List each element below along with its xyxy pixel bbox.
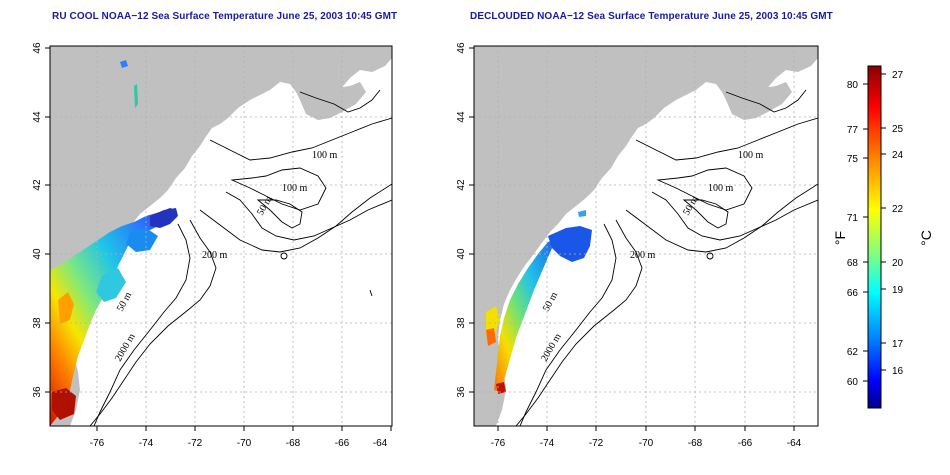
y-tick-label: 40 bbox=[456, 248, 467, 260]
celsius-tick-label: 17 bbox=[892, 339, 904, 350]
x-tick-label: -74 bbox=[139, 438, 154, 449]
y-tick-label: 38 bbox=[456, 317, 467, 329]
x-tick-label: -64 bbox=[373, 438, 388, 449]
x-axis: -76 -74 -72 -70 -68 -66 -64 bbox=[90, 426, 392, 449]
x-tick-label: -70 bbox=[639, 438, 654, 449]
land-mass bbox=[50, 46, 392, 426]
fahrenheit-unit-label: °F bbox=[832, 231, 848, 245]
sst-patch bbox=[58, 292, 74, 324]
contour-label: 200 m bbox=[202, 250, 228, 261]
celsius-tick-label: 24 bbox=[892, 150, 904, 161]
contour-label: 100 m bbox=[312, 150, 338, 161]
contour-label: 100 m bbox=[738, 150, 764, 161]
x-tick-label: -74 bbox=[540, 438, 555, 449]
fahrenheit-tick-label: 80 bbox=[847, 80, 859, 91]
fahrenheit-tick-label: 66 bbox=[847, 288, 859, 299]
contour-label: 200 m bbox=[630, 250, 656, 261]
celsius-tick-label: 20 bbox=[892, 258, 904, 269]
bathymetry-contours bbox=[89, 89, 392, 426]
sst-patch bbox=[486, 306, 500, 336]
grid-lines bbox=[474, 46, 818, 426]
x-tick-label: -66 bbox=[335, 438, 350, 449]
plot-frame bbox=[49, 45, 393, 427]
grid-lines bbox=[50, 46, 392, 426]
x-tick-label: -68 bbox=[286, 438, 301, 449]
x-tick-label: -66 bbox=[738, 438, 753, 449]
sst-speck bbox=[578, 210, 586, 217]
fahrenheit-tick-label: 75 bbox=[847, 154, 859, 165]
temperature-colorbar: 80 77 75 71 68 66 62 60 27 25 24 22 20 1… bbox=[832, 65, 934, 409]
sst-coverage bbox=[494, 238, 560, 392]
fahrenheit-tick-label: 62 bbox=[847, 347, 859, 358]
sst-patch bbox=[96, 268, 126, 302]
bathymetry-contours bbox=[515, 89, 818, 426]
y-tick-label: 36 bbox=[32, 386, 43, 398]
y-tick-label: 42 bbox=[456, 179, 467, 191]
y-tick-label: 44 bbox=[32, 111, 43, 123]
left-map-panel: 100 m 100 m 50 m 200 m 50 m 2000 m -76 -… bbox=[32, 42, 393, 449]
y-tick-label: 42 bbox=[32, 179, 43, 191]
x-tick-label: -64 bbox=[787, 438, 802, 449]
x-tick-label: -72 bbox=[188, 438, 203, 449]
colorbar-ramp bbox=[867, 65, 882, 409]
celsius-tick-label: 25 bbox=[892, 124, 904, 135]
celsius-tick-label: 27 bbox=[892, 70, 904, 81]
contour-label: 100 m bbox=[282, 183, 308, 194]
celsius-tick-label: 16 bbox=[892, 366, 904, 377]
contour-label: 100 m bbox=[708, 183, 734, 194]
x-tick-label: -76 bbox=[491, 438, 506, 449]
right-map-panel: 100 m 100 m 50 m 200 m 50 m 2000 m -76 -… bbox=[456, 42, 819, 449]
sst-coverage bbox=[50, 208, 176, 426]
land-peninsula bbox=[726, 82, 792, 120]
y-axis: 46 44 42 40 38 36 bbox=[456, 42, 474, 398]
right-map-title: DECLOUDED NOAA−12 Sea Surface Temperatur… bbox=[470, 11, 833, 22]
y-tick-label: 36 bbox=[456, 386, 467, 398]
sst-cold-patch bbox=[150, 208, 178, 228]
sst-patch bbox=[496, 382, 506, 394]
fahrenheit-tick-label: 68 bbox=[847, 258, 859, 269]
x-tick-label: -72 bbox=[589, 438, 604, 449]
y-tick-label: 38 bbox=[32, 317, 43, 329]
sst-speck bbox=[134, 84, 138, 108]
y-tick-label: 40 bbox=[32, 248, 43, 260]
sst-patch bbox=[486, 328, 496, 346]
fahrenheit-tick-label: 71 bbox=[847, 213, 859, 224]
left-map-title: RU COOL NOAA−12 Sea Surface Temperature … bbox=[52, 11, 398, 22]
celsius-tick-label: 22 bbox=[892, 204, 904, 215]
fahrenheit-tick-label: 77 bbox=[847, 125, 859, 136]
sst-patch bbox=[126, 228, 158, 252]
sst-cold-patch bbox=[548, 226, 592, 262]
y-tick-label: 46 bbox=[456, 42, 467, 54]
y-axis: 46 44 42 40 38 36 bbox=[32, 42, 50, 398]
celsius-unit-label: °C bbox=[918, 230, 934, 246]
x-tick-label: -76 bbox=[90, 438, 105, 449]
land-peninsula bbox=[300, 82, 366, 120]
y-tick-label: 44 bbox=[456, 111, 467, 123]
celsius-tick-label: 19 bbox=[892, 285, 904, 296]
x-tick-label: -68 bbox=[688, 438, 703, 449]
sst-speck bbox=[120, 60, 128, 68]
fahrenheit-tick-label: 60 bbox=[847, 377, 859, 388]
y-tick-label: 46 bbox=[32, 42, 43, 54]
sst-patch bbox=[52, 388, 76, 420]
x-axis: -76 -74 -72 -70 -68 -66 -64 bbox=[491, 426, 802, 449]
x-tick-label: -70 bbox=[237, 438, 252, 449]
land-mass bbox=[474, 46, 818, 426]
